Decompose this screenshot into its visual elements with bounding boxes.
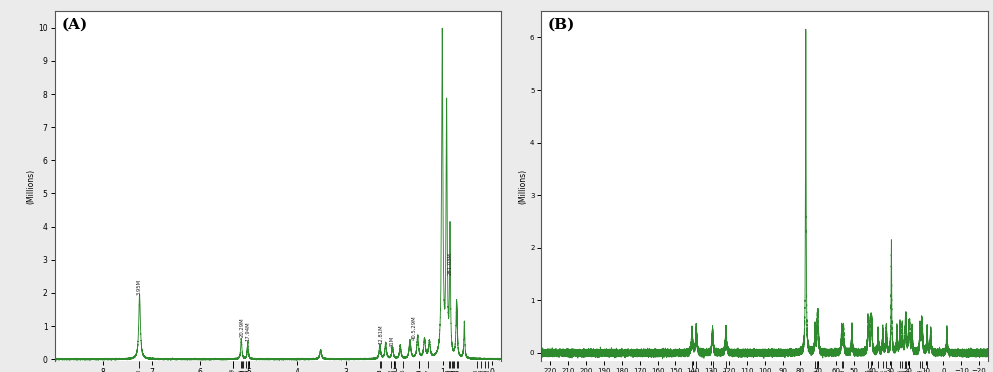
Text: 3.95M: 3.95M xyxy=(137,278,142,295)
Text: 17.94M: 17.94M xyxy=(246,321,251,341)
Text: 20.29M: 20.29M xyxy=(240,318,245,337)
Text: 41M: 41M xyxy=(390,335,395,347)
Y-axis label: (Millions): (Millions) xyxy=(26,169,36,203)
Text: (A): (A) xyxy=(62,18,87,32)
Text: 281.03M: 281.03M xyxy=(447,252,452,275)
Text: (B): (B) xyxy=(548,18,576,32)
Y-axis label: (Millions): (Millions) xyxy=(518,169,527,203)
Text: 12.81M: 12.81M xyxy=(378,325,383,344)
Text: 40.5,29M: 40.5,29M xyxy=(411,315,416,340)
